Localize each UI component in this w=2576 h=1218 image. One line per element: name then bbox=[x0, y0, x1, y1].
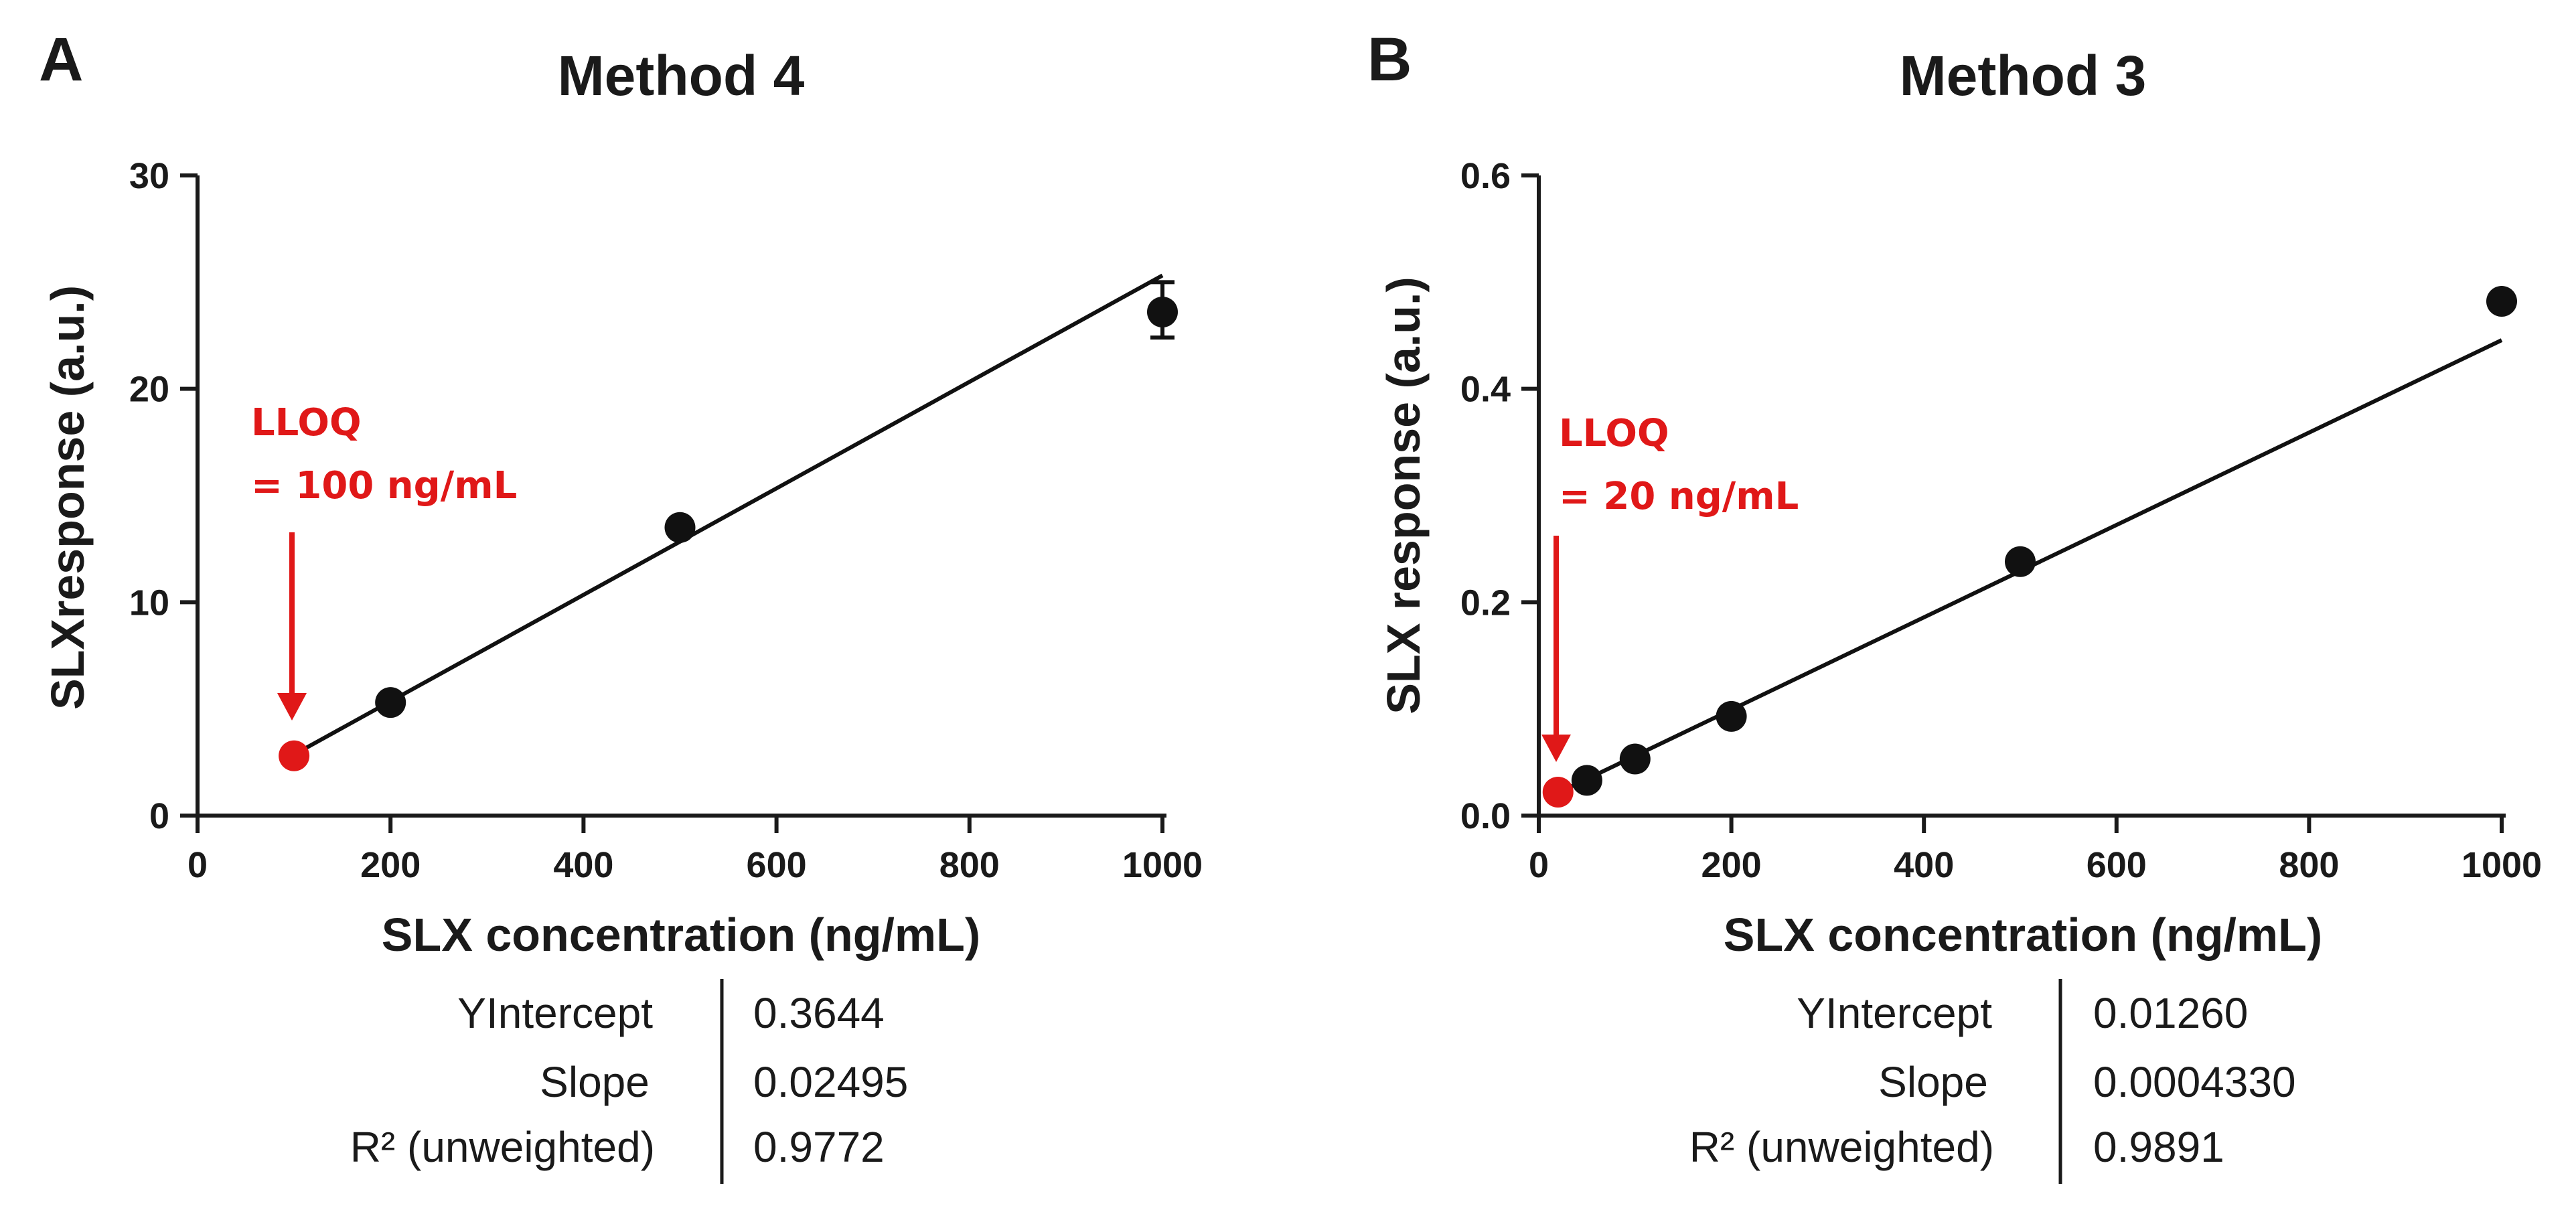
x-tick-label: 1000 bbox=[2461, 845, 2542, 885]
chart-title: Method 3 bbox=[1900, 44, 2147, 107]
stats-value-slope: 0.0004330 bbox=[2093, 1058, 2296, 1106]
tick-group: 0 200 400 600 800 1000 0.0 0.2 0.4 0.6 bbox=[1460, 156, 2542, 885]
lloq-annotation: LLOQ = 20 ng/mL bbox=[1541, 412, 1799, 762]
lloq-label-line2: = 100 ng/mL bbox=[251, 464, 517, 508]
x-tick-label: 800 bbox=[2279, 845, 2339, 885]
data-points bbox=[1542, 286, 2517, 808]
y-tick-label: 0.0 bbox=[1460, 796, 1511, 836]
stats-label-intercept: YIntercept bbox=[457, 989, 653, 1037]
data-point bbox=[2486, 286, 2517, 317]
x-tick-label: 0 bbox=[1529, 845, 1549, 885]
data-point bbox=[1716, 700, 1747, 732]
x-axis-label: SLX concentration (ng/mL) bbox=[1724, 909, 2322, 961]
lloq-label-line1: LLOQ bbox=[1559, 412, 1669, 455]
y-axis-label: SLXresponse (a.u.) bbox=[42, 285, 94, 710]
stats-label-slope: Slope bbox=[540, 1058, 650, 1106]
regression-stats: YIntercept Slope R² (unweighted) 0.3644 … bbox=[350, 979, 908, 1184]
lloq-data-point bbox=[279, 740, 310, 771]
stats-label-slope: Slope bbox=[1878, 1058, 1988, 1106]
x-tick-label: 200 bbox=[1701, 845, 1762, 885]
panel-label: A bbox=[39, 25, 83, 94]
chart-title: Method 4 bbox=[558, 44, 805, 107]
x-tick-label: 200 bbox=[360, 845, 421, 885]
stats-value-slope: 0.02495 bbox=[753, 1058, 908, 1106]
y-tick-label: 0 bbox=[149, 796, 169, 836]
x-axis-label: SLX concentration (ng/mL) bbox=[382, 909, 980, 961]
lloq-label-line2: = 20 ng/mL bbox=[1559, 475, 1799, 518]
x-tick-label: 800 bbox=[939, 845, 1000, 885]
panel-a: A Method 4 SLXresponse (a.u.) SLX concen… bbox=[39, 25, 1203, 1184]
tick-group: 0 200 400 600 800 1000 0 10 20 30 bbox=[129, 156, 1203, 885]
data-point bbox=[1147, 296, 1178, 327]
data-point bbox=[375, 687, 406, 718]
x-tick-label: 400 bbox=[553, 845, 613, 885]
stats-value-intercept: 0.01260 bbox=[2093, 989, 2248, 1037]
data-point bbox=[2005, 546, 2036, 577]
panel-label: B bbox=[1367, 25, 1412, 94]
x-tick-label: 400 bbox=[1894, 845, 1954, 885]
lloq-label-line1: LLOQ bbox=[251, 401, 362, 445]
y-axis-label: SLX response (a.u.) bbox=[1377, 277, 1430, 714]
data-point bbox=[664, 512, 696, 543]
stats-label-intercept: YIntercept bbox=[1797, 989, 1992, 1037]
panel-b: B Method 3 SLX response (a.u.) SLX conce… bbox=[1367, 25, 2542, 1184]
stats-value-intercept: 0.3644 bbox=[753, 989, 885, 1037]
y-tick-label: 20 bbox=[129, 370, 169, 410]
lloq-annotation: LLOQ = 100 ng/mL bbox=[251, 401, 517, 720]
lloq-arrow-head bbox=[277, 693, 307, 720]
lloq-data-point bbox=[1542, 776, 1574, 808]
stats-value-r2: 0.9891 bbox=[2093, 1123, 2224, 1171]
y-tick-label: 0.4 bbox=[1460, 370, 1511, 410]
regression-line bbox=[293, 273, 1164, 757]
y-tick-label: 30 bbox=[129, 156, 169, 196]
stats-label-r2: R² (unweighted) bbox=[350, 1123, 655, 1171]
data-point bbox=[1571, 765, 1602, 796]
y-tick-label: 10 bbox=[129, 583, 169, 623]
y-tick-label: 0.2 bbox=[1460, 583, 1511, 623]
x-tick-label: 600 bbox=[2087, 845, 2147, 885]
stats-label-r2: R² (unweighted) bbox=[1689, 1123, 1994, 1171]
data-points bbox=[279, 280, 1178, 771]
stats-value-r2: 0.9772 bbox=[753, 1123, 885, 1171]
y-tick-label: 0.6 bbox=[1460, 156, 1511, 196]
x-tick-label: 1000 bbox=[1122, 845, 1203, 885]
lloq-arrow-head bbox=[1541, 735, 1571, 762]
data-point bbox=[1619, 743, 1651, 775]
x-tick-label: 0 bbox=[187, 845, 208, 885]
x-tick-label: 600 bbox=[747, 845, 807, 885]
regression-stats: YIntercept Slope R² (unweighted) 0.01260… bbox=[1689, 979, 2296, 1184]
